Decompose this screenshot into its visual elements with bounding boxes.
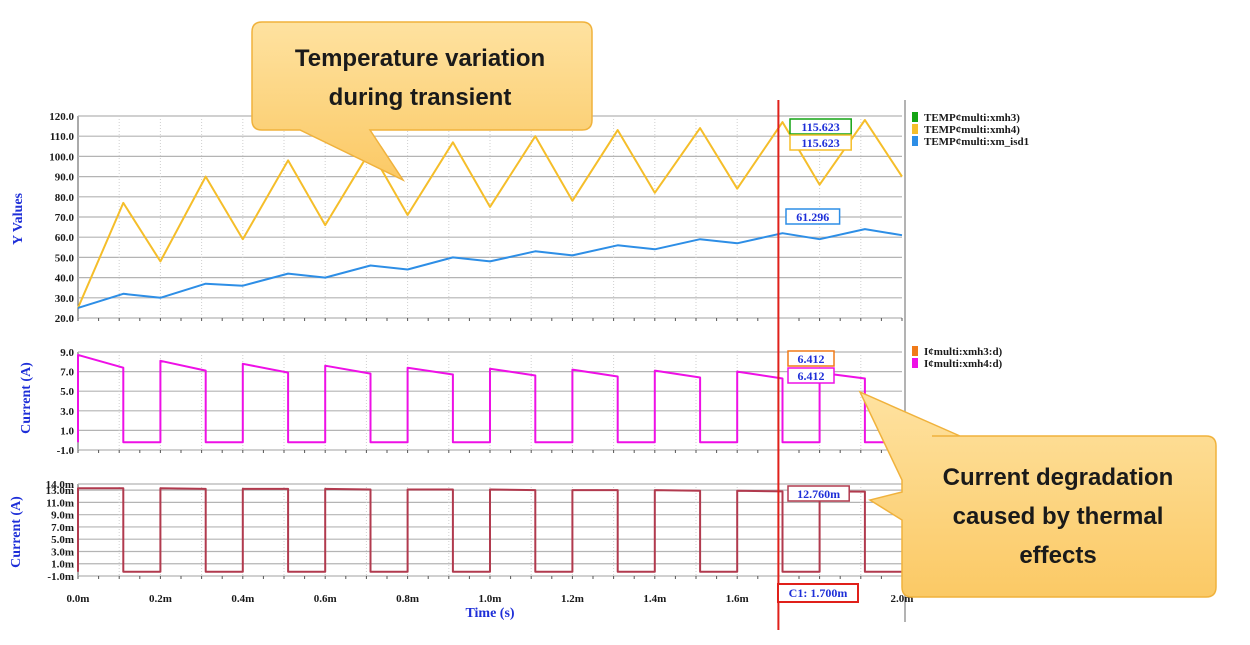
series-line-1-1 (77, 353, 902, 444)
x-tick-label: 0.4m (231, 593, 254, 605)
y-tick-label: 3.0 (60, 406, 74, 418)
series-line-2-0 (77, 487, 902, 573)
value-marker: 12.760m (787, 485, 850, 502)
callout-current-line-1: Current degradation (943, 464, 1174, 491)
legend-swatch (912, 346, 918, 356)
current-a-y-ticks: 9.0 7.0 5.0 3.0 1.0 -1.0 (57, 347, 75, 457)
current-ma-series (77, 487, 902, 573)
current-ma-plot: 14.0m13.0m11.0m9.0m7.0m5.0m3.0m1.0m-1.0m… (9, 479, 913, 621)
time-x-ticks: 0.0m 0.2m 0.4m 0.6m 0.8m 1.0m 1.2m 1.4m 1.6m 2.0m (67, 593, 914, 605)
time-x-axis-label: Time (s) (465, 606, 514, 621)
y-tick-label: 9.0m (51, 510, 74, 522)
series-line-0-2 (77, 228, 903, 309)
temperature-plot: 120.0 110.0 100.0 90.0 80.0 70.0 60.0 50.0 40.0 3… (11, 111, 903, 325)
y-tick-label: 9.0 (60, 347, 74, 359)
temperature-series (77, 119, 903, 309)
y-tick-label: -1.0 (57, 445, 75, 457)
series-line-0-1 (77, 119, 903, 309)
x-tick-label: 0.8m (396, 593, 419, 605)
y-tick-label: 20.0 (55, 313, 75, 325)
legend-entry[interactable]: TEMP¢multi:xm_isd1 (924, 136, 1029, 148)
value-marker-text: 61.296 (796, 210, 829, 224)
callout-current-line-2: caused by thermal (953, 503, 1164, 530)
legend-swatch (912, 124, 918, 134)
y-tick-label: 60.0 (55, 232, 75, 244)
temperature-y-ticks: 120.0 110.0 100.0 90.0 80.0 70.0 60.0 50.0 40.0 3… (49, 111, 74, 325)
y-tick-label: 30.0 (55, 293, 75, 305)
callout-temperature: Temperature variation during transient (251, 21, 593, 182)
x-tick-label: 1.6m (726, 593, 749, 605)
y-tick-label: 5.0 (60, 386, 74, 398)
legend-entry[interactable]: I¢multi:xmh3:d) (924, 346, 1003, 358)
callout-current-line-3: effects (1019, 542, 1096, 569)
cursor-c1-text: C1: 1.700m (789, 586, 848, 600)
y-tick-label: 40.0 (55, 273, 75, 285)
callout-temperature-line-2: during transient (329, 84, 512, 111)
value-marker: 115.623 (789, 118, 852, 135)
callout-current-degradation: Current degradation caused by thermal ef… (858, 390, 1217, 598)
x-tick-label: 0.2m (149, 593, 172, 605)
cursor-c1-label[interactable]: C1: 1.700m (777, 583, 859, 603)
temperature-y-axis-label: Y Values (11, 192, 26, 245)
y-tick-label: 5.0m (51, 534, 74, 546)
value-marker-text: 115.623 (801, 120, 839, 134)
callout-temperature-line-1: Temperature variation (295, 45, 545, 72)
y-tick-label: 110.0 (50, 131, 75, 143)
current-a-y-axis-label: Current (A) (19, 362, 34, 434)
value-marker-text: 115.623 (801, 136, 839, 150)
current-a-series (77, 353, 902, 444)
legend-swatch (912, 136, 918, 146)
y-tick-label: 1.0 (60, 425, 74, 437)
y-tick-label: 13.0m (46, 485, 74, 497)
y-tick-label: 100.0 (49, 151, 74, 163)
value-marker-text: 6.412 (798, 369, 825, 383)
y-tick-label: 7.0 (60, 367, 74, 379)
x-tick-label: 0.6m (314, 593, 337, 605)
y-tick-label: 70.0 (55, 212, 75, 224)
legend-entry[interactable]: TEMP¢multi:xmh3) (924, 112, 1020, 124)
y-tick-label: 7.0m (51, 522, 74, 534)
y-tick-label: 11.0m (46, 497, 74, 509)
value-marker: 6.412 (787, 367, 835, 384)
value-marker-text: 6.412 (798, 352, 825, 366)
current-a-legend: I¢multi:xmh3:d)I¢multi:xmh4:d) (912, 346, 1003, 370)
legend-entry[interactable]: TEMP¢multi:xmh4) (924, 124, 1020, 136)
value-markers: 115.623 115.623 61.296 6.412 6.412 12.760m (785, 118, 852, 502)
y-tick-label: 90.0 (55, 172, 75, 184)
legend-swatch (912, 112, 918, 122)
x-tick-label: 1.0m (479, 593, 502, 605)
y-tick-label: 80.0 (55, 192, 75, 204)
y-tick-label: 3.0m (51, 546, 74, 558)
y-tick-label: 50.0 (55, 252, 75, 264)
value-marker: 6.412 (787, 350, 835, 367)
temperature-grid (77, 115, 903, 321)
x-tick-label: 1.4m (643, 593, 666, 605)
y-tick-label: 120.0 (49, 111, 74, 123)
y-tick-label: -1.0m (47, 571, 74, 583)
value-marker: 115.623 (789, 134, 852, 151)
current-a-plot: 9.0 7.0 5.0 3.0 1.0 -1.0 Current (A) (19, 347, 903, 457)
temperature-legend: TEMP¢multi:xmh3)TEMP¢multi:xmh4)TEMP¢mul… (912, 112, 1029, 148)
current-ma-y-axis-label: Current (A) (9, 496, 24, 568)
value-marker: 61.296 (785, 208, 841, 225)
x-tick-label: 0.0m (67, 593, 90, 605)
y-tick-label: 14.0m (46, 479, 74, 491)
value-marker-text: 12.760m (797, 487, 840, 501)
x-tick-label: 1.2m (561, 593, 584, 605)
y-tick-label: 1.0m (51, 559, 74, 571)
legend-swatch (912, 358, 918, 368)
legend-entry[interactable]: I¢multi:xmh4:d) (924, 358, 1003, 370)
